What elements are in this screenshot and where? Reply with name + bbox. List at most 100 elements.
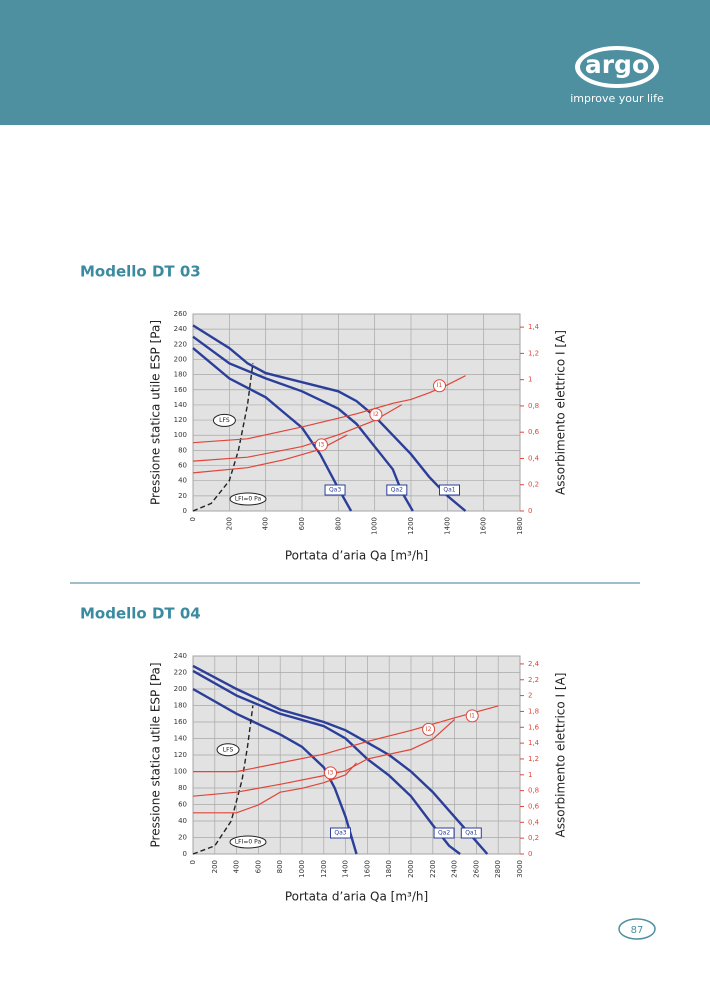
y2-tick-label: 1,8	[528, 707, 539, 715]
series-tag-frame	[324, 766, 337, 780]
plot-area	[192, 313, 521, 512]
x-tick-label: 1000	[371, 517, 379, 535]
series-label: I3	[328, 769, 334, 776]
series-line	[193, 705, 499, 773]
series-tag-frame	[386, 484, 408, 496]
x-tick-label: 3000	[516, 860, 524, 878]
x-tick-label: 600	[298, 517, 306, 530]
y2-tick-label: 0	[528, 507, 532, 515]
x-tick-label: 2800	[494, 860, 502, 878]
x-tick-label: 1600	[363, 860, 371, 878]
y-tick-label: 20	[178, 834, 187, 842]
x-tick-label: 400	[262, 517, 270, 530]
series-tag-frame	[324, 484, 346, 496]
x-tick-label: 2400	[451, 860, 459, 878]
page-number: 87	[631, 925, 644, 936]
x-axis-label: Portata d’aria Qa [m³/h]	[285, 549, 428, 563]
y-tick-label: 40	[178, 817, 187, 825]
y2-axis-label: Assorbimento elettrico I [A]	[554, 330, 568, 495]
annotation: LFS	[223, 746, 234, 753]
series-line	[193, 762, 357, 814]
y2-tick-label: 0,8	[528, 402, 539, 410]
annotation-frame	[229, 492, 267, 506]
x-axis-label: Portata d’aria Qa [m³/h]	[285, 890, 428, 904]
y2-tick-label: 0,4	[528, 818, 540, 826]
x-tick-label: 2200	[429, 860, 437, 878]
y-tick-label: 0	[183, 507, 187, 515]
annotation: LFI=0 Pa	[235, 496, 262, 503]
series-tag-frame	[369, 408, 383, 422]
x-tick-label: 2600	[472, 860, 480, 878]
y-tick-label: 180	[174, 371, 187, 379]
y2-tick-label: 1	[528, 376, 532, 384]
series-line	[192, 664, 489, 855]
x-tick-label: 1200	[407, 517, 415, 535]
series-tag-frame	[439, 484, 460, 496]
series-line	[192, 324, 467, 512]
x-tick-label: 1800	[385, 860, 393, 878]
y-tick-label: 80	[178, 784, 187, 792]
x-tick-label: 1800	[516, 517, 524, 535]
y-tick-label: 120	[174, 416, 187, 424]
x-tick-label: 200	[211, 860, 219, 873]
y-tick-label: 240	[174, 325, 187, 333]
y2-tick-label: 1	[528, 771, 532, 779]
series-label: Qa3	[334, 830, 346, 837]
x-tick-label: 1200	[320, 860, 328, 878]
y2-tick-label: 2,4	[528, 660, 540, 668]
chart-title: Modello DT 03	[80, 263, 201, 281]
x-tick-label: 0	[189, 517, 197, 521]
series-line	[192, 434, 348, 474]
x-tick-label: 200	[225, 517, 233, 530]
chart-title: Modello DT 04	[80, 605, 201, 623]
x-tick-label: 400	[233, 860, 241, 873]
series-label: Qa1	[465, 830, 477, 837]
series-line	[192, 363, 254, 512]
y2-tick-label: 1,2	[528, 755, 539, 763]
y-tick-label: 0	[183, 850, 187, 858]
series-label: I2	[426, 726, 432, 733]
y2-tick-label: 0,6	[528, 802, 540, 810]
series-label: I3	[319, 441, 325, 448]
y2-tick-label: 0,2	[528, 481, 539, 489]
y-tick-label: 260	[174, 310, 187, 318]
series-tag-frame	[314, 438, 328, 452]
tagline: improve your life	[570, 92, 664, 105]
y-tick-label: 200	[174, 355, 187, 363]
series-label: I2	[373, 411, 379, 418]
series-line	[192, 705, 254, 855]
x-tick-label: 1400	[443, 517, 451, 535]
series-label: I1	[437, 382, 443, 389]
y-tick-label: 100	[174, 431, 187, 439]
logo-text: argo	[585, 50, 649, 79]
y2-tick-label: 1,4	[528, 739, 540, 747]
annotation-frame	[229, 835, 267, 849]
x-tick-label: 2000	[407, 860, 415, 878]
y2-tick-label: 1,4	[528, 323, 540, 331]
y2-tick-label: 1,2	[528, 349, 539, 357]
y2-tick-label: 2	[528, 692, 532, 700]
series-label: Qa3	[329, 487, 341, 494]
series-line	[192, 718, 456, 797]
page-number-frame	[618, 918, 656, 940]
y2-tick-label: 0,4	[528, 454, 540, 462]
x-tick-label: 600	[254, 860, 262, 873]
y2-tick-label: 1,6	[528, 723, 540, 731]
logo-inner	[580, 50, 654, 84]
series-label: Qa1	[443, 487, 455, 494]
x-tick-label: 1000	[298, 860, 306, 878]
series-tag-frame	[465, 709, 479, 723]
y-tick-label: 40	[178, 477, 187, 485]
series-tag-frame	[433, 379, 446, 393]
y-tick-label: 220	[174, 340, 187, 348]
annotation-frame	[212, 413, 236, 427]
y-tick-label: 160	[174, 386, 187, 394]
y-tick-label: 180	[174, 702, 187, 710]
y2-tick-label: 0,8	[528, 787, 539, 795]
y-tick-label: 80	[178, 446, 187, 454]
y2-tick-label: 0,2	[528, 834, 539, 842]
y-axis-label: Pressione statica utile ESP [Pa]	[149, 662, 163, 847]
y-tick-label: 20	[178, 492, 187, 500]
